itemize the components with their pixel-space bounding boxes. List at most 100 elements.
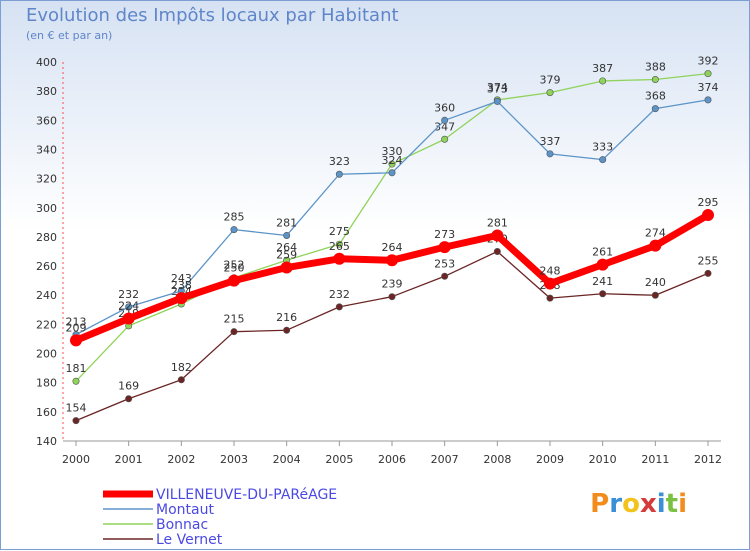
data-point-bonnac xyxy=(599,77,607,85)
data-label-le-vernet: 154 xyxy=(66,402,87,415)
data-point-le-vernet xyxy=(72,417,80,425)
data-point-montaut xyxy=(546,150,554,158)
data-label-bonnac: 387 xyxy=(592,62,613,75)
x-tick-label: 2004 xyxy=(273,453,301,466)
y-tick-label: 240 xyxy=(36,289,57,302)
data-point-le-vernet xyxy=(546,294,554,302)
y-tick-label: 280 xyxy=(36,231,57,244)
data-point-bonnac xyxy=(651,75,659,83)
data-label-villeneuve-du-par-age: 224 xyxy=(118,300,139,313)
data-point-villeneuve-du-par-age xyxy=(175,292,188,305)
data-label-le-vernet: 253 xyxy=(434,257,455,270)
data-label-villeneuve-du-par-age: 281 xyxy=(487,216,508,229)
data-point-montaut xyxy=(388,169,396,177)
y-tick-label: 320 xyxy=(36,173,57,186)
data-label-villeneuve-du-par-age: 295 xyxy=(698,196,719,209)
legend-label-montaut: Montaut xyxy=(156,502,214,518)
y-tick-label: 260 xyxy=(36,260,57,273)
data-label-villeneuve-du-par-age: 250 xyxy=(224,262,245,275)
data-point-villeneuve-du-par-age xyxy=(544,277,556,290)
data-label-villeneuve-du-par-age: 274 xyxy=(645,227,666,240)
data-point-villeneuve-du-par-age xyxy=(386,254,398,267)
data-point-bonnac xyxy=(704,70,712,78)
data-label-villeneuve-du-par-age: 265 xyxy=(329,240,350,253)
x-tick-label: 2006 xyxy=(378,453,406,466)
data-point-bonnac xyxy=(388,160,396,168)
data-label-montaut: 373 xyxy=(487,82,508,95)
data-point-villeneuve-du-par-age xyxy=(438,241,451,254)
data-label-villeneuve-du-par-age: 209 xyxy=(66,321,87,334)
data-point-le-vernet xyxy=(335,303,343,311)
series-line-bonnac xyxy=(75,73,709,382)
y-tick-label: 300 xyxy=(36,202,57,215)
data-label-villeneuve-du-par-age: 259 xyxy=(276,249,297,262)
data-point-villeneuve-du-par-age xyxy=(649,239,662,252)
data-label-villeneuve-du-par-age: 238 xyxy=(171,279,192,292)
data-point-le-vernet xyxy=(441,272,449,280)
data-label-montaut: 360 xyxy=(434,101,455,114)
x-tick-label: 2011 xyxy=(641,453,669,466)
y-tick-label: 380 xyxy=(36,85,57,98)
data-point-villeneuve-du-par-age xyxy=(333,252,346,265)
data-label-montaut: 337 xyxy=(540,135,561,148)
y-tick-label: 340 xyxy=(36,143,57,156)
data-label-montaut: 213 xyxy=(66,316,87,329)
data-label-montaut: 232 xyxy=(118,288,139,301)
data-point-montaut xyxy=(335,170,343,178)
data-point-le-vernet xyxy=(704,269,712,277)
data-point-bonnac xyxy=(441,135,449,143)
data-label-le-vernet: 232 xyxy=(329,288,350,301)
data-point-villeneuve-du-par-age xyxy=(491,229,504,242)
y-tick-label: 140 xyxy=(36,435,57,448)
data-point-montaut xyxy=(230,226,238,234)
data-label-le-vernet: 215 xyxy=(224,313,245,326)
data-label-bonnac: 181 xyxy=(66,362,87,375)
data-label-bonnac: 330 xyxy=(382,145,403,158)
data-point-le-vernet xyxy=(651,291,659,299)
data-point-le-vernet xyxy=(388,293,396,301)
data-label-le-vernet: 182 xyxy=(171,361,192,374)
data-label-bonnac: 388 xyxy=(645,60,666,73)
data-point-villeneuve-du-par-age xyxy=(596,258,609,271)
data-point-montaut xyxy=(493,97,501,105)
legend-label-bonnac: Bonnac xyxy=(156,517,208,533)
data-point-villeneuve-du-par-age xyxy=(70,334,82,347)
data-label-bonnac: 379 xyxy=(540,74,561,87)
data-point-villeneuve-du-par-age xyxy=(702,209,714,222)
y-tick-label: 400 xyxy=(36,56,57,69)
y-tick-label: 180 xyxy=(36,377,57,390)
data-label-montaut: 285 xyxy=(224,211,245,224)
data-label-bonnac: 347 xyxy=(434,120,455,133)
data-label-le-vernet: 216 xyxy=(276,311,297,324)
data-label-bonnac: 275 xyxy=(329,225,350,238)
data-point-montaut xyxy=(441,116,449,124)
x-tick-label: 2000 xyxy=(62,453,90,466)
data-point-le-vernet xyxy=(283,326,291,334)
data-label-le-vernet: 255 xyxy=(698,254,719,267)
y-tick-label: 200 xyxy=(36,348,57,361)
data-point-le-vernet xyxy=(125,395,133,403)
data-point-le-vernet xyxy=(599,290,607,298)
data-point-montaut xyxy=(599,156,607,164)
data-label-bonnac: 264 xyxy=(276,241,297,254)
data-point-montaut xyxy=(704,96,712,104)
data-point-montaut xyxy=(125,303,133,311)
data-label-le-vernet: 169 xyxy=(118,380,139,393)
chart-subtitle: (en € et par an) xyxy=(26,29,113,42)
x-tick-label: 2001 xyxy=(115,453,143,466)
data-label-le-vernet: 240 xyxy=(645,276,666,289)
data-label-villeneuve-du-par-age: 273 xyxy=(434,228,455,241)
x-tick-label: 2007 xyxy=(431,453,459,466)
chart-title: Evolution des Impôts locaux par Habitant xyxy=(26,5,399,26)
data-point-bonnac xyxy=(546,89,554,97)
data-point-bonnac xyxy=(335,240,343,248)
legend-label-le-vernet: Le Vernet xyxy=(156,532,223,548)
data-point-le-vernet xyxy=(177,376,185,384)
data-label-montaut: 323 xyxy=(329,155,350,168)
y-tick-label: 220 xyxy=(36,318,57,331)
x-tick-label: 2003 xyxy=(220,453,248,466)
data-label-montaut: 368 xyxy=(645,90,666,103)
data-label-le-vernet: 241 xyxy=(592,275,613,288)
data-point-montaut xyxy=(283,231,291,239)
